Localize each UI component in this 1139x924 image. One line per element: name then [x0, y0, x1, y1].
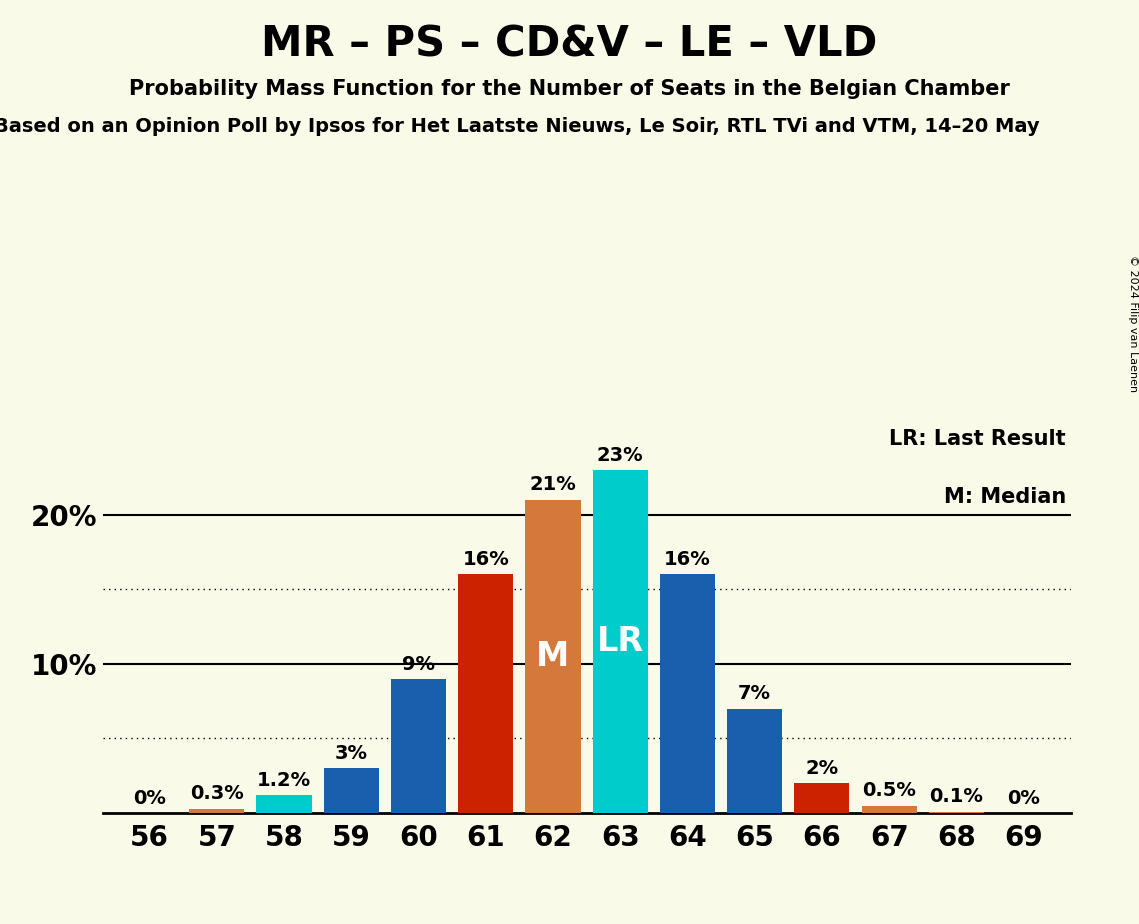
- Bar: [256, 796, 312, 813]
- Text: 0.1%: 0.1%: [929, 787, 983, 807]
- Bar: [794, 784, 850, 813]
- Bar: [458, 575, 514, 813]
- Text: 1.2%: 1.2%: [257, 771, 311, 790]
- Text: M: Median: M: Median: [943, 487, 1066, 507]
- Text: LR: Last Result: LR: Last Result: [890, 429, 1066, 449]
- Text: 16%: 16%: [462, 550, 509, 569]
- Bar: [659, 575, 715, 813]
- Bar: [391, 679, 446, 813]
- Bar: [592, 469, 648, 813]
- Bar: [189, 808, 245, 813]
- Bar: [928, 811, 984, 813]
- Text: 23%: 23%: [597, 445, 644, 465]
- Bar: [861, 806, 917, 813]
- Text: 16%: 16%: [664, 550, 711, 569]
- Text: LR: LR: [597, 625, 644, 658]
- Text: Based on an Opinion Poll by Ipsos for Het Laatste Nieuws, Le Soir, RTL TVi and V: Based on an Opinion Poll by Ipsos for He…: [0, 117, 1040, 137]
- Text: 0.3%: 0.3%: [190, 784, 244, 803]
- Bar: [323, 769, 379, 813]
- Text: MR – PS – CD&V – LE – VLD: MR – PS – CD&V – LE – VLD: [261, 23, 878, 65]
- Text: 2%: 2%: [805, 759, 838, 778]
- Bar: [525, 500, 581, 813]
- Text: 0%: 0%: [1007, 789, 1040, 808]
- Text: 21%: 21%: [530, 476, 576, 494]
- Text: Probability Mass Function for the Number of Seats in the Belgian Chamber: Probability Mass Function for the Number…: [129, 79, 1010, 99]
- Text: © 2024 Filip van Laenen: © 2024 Filip van Laenen: [1129, 255, 1138, 392]
- Text: 9%: 9%: [402, 654, 435, 674]
- Text: 0%: 0%: [133, 789, 166, 808]
- Text: 3%: 3%: [335, 744, 368, 763]
- Bar: [727, 709, 782, 813]
- Text: M: M: [536, 640, 570, 673]
- Text: 7%: 7%: [738, 685, 771, 703]
- Text: 0.5%: 0.5%: [862, 782, 916, 800]
